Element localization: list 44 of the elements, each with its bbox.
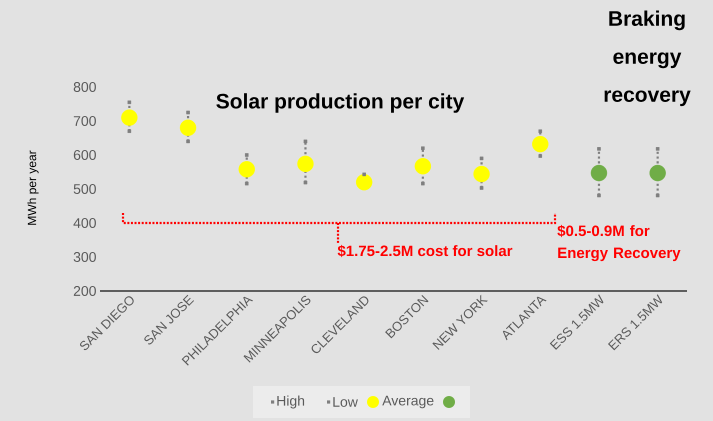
- point: [297, 156, 314, 172]
- y-tick-label: 400: [73, 218, 96, 228]
- annotation: Braking energy recovery: [604, 10, 691, 106]
- point: [597, 147, 601, 151]
- y-tick-label: 200: [74, 286, 96, 296]
- legend-label: Low: [333, 397, 358, 407]
- y-tick-label: 800: [74, 82, 96, 92]
- point: [304, 180, 308, 184]
- point: [121, 109, 138, 126]
- point: [186, 110, 190, 114]
- point: [414, 158, 432, 174]
- point: [238, 161, 255, 178]
- legend-label: Average: [382, 396, 434, 408]
- y-tick-label: 600: [74, 150, 96, 160]
- point: [473, 166, 490, 182]
- point: [656, 194, 660, 198]
- point: [480, 186, 484, 190]
- point: [244, 182, 249, 186]
- point: [480, 156, 484, 160]
- point: [356, 174, 372, 190]
- y-tick-label: 300: [74, 252, 96, 262]
- point: [421, 146, 425, 150]
- y-tick-label: 500: [74, 184, 96, 194]
- annotation: $1.75-2.5M cost for solar: [338, 244, 512, 258]
- point: [362, 172, 366, 176]
- point: [597, 194, 601, 198]
- legend-label: High: [277, 395, 304, 409]
- y-tick-label: 700: [74, 116, 96, 126]
- point: [128, 100, 132, 104]
- point: [532, 136, 548, 152]
- point: [538, 129, 542, 133]
- point: [304, 140, 308, 144]
- chart-title: Solar production per city: [216, 93, 464, 113]
- point: [656, 147, 660, 151]
- point: [186, 140, 190, 144]
- point: [180, 120, 196, 136]
- point: [590, 164, 608, 182]
- point: [538, 154, 542, 158]
- point: [421, 182, 425, 186]
- point: [128, 129, 132, 133]
- point: [649, 164, 666, 182]
- point: [244, 153, 249, 157]
- y-axis-title: MWh per year: [27, 150, 39, 225]
- annotation: $0.5-0.9M for Energy Recovery: [557, 224, 681, 262]
